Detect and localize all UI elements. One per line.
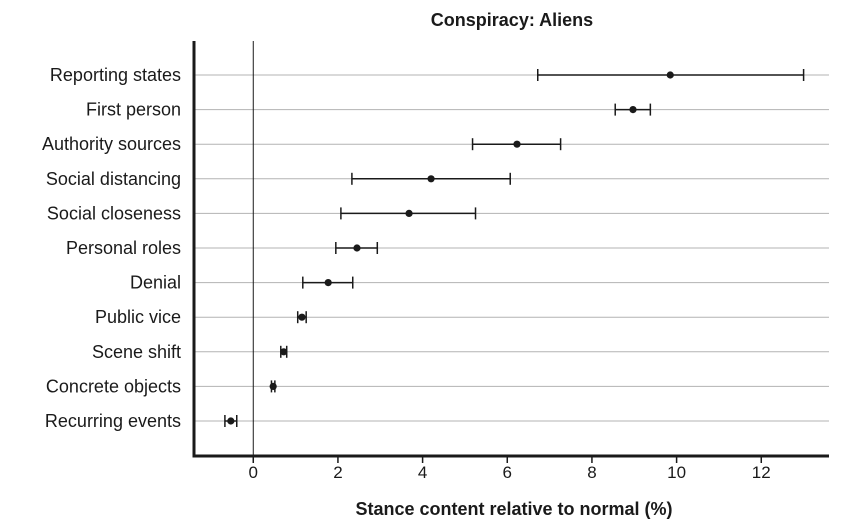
category-label: Personal roles	[66, 238, 181, 258]
x-tick-label: 0	[249, 463, 258, 482]
data-point	[666, 71, 674, 79]
category-label: Authority sources	[42, 134, 181, 154]
x-axis-label: Stance content relative to normal (%)	[355, 499, 672, 519]
data-point	[298, 313, 306, 321]
x-tick-label: 8	[587, 463, 596, 482]
x-tick-label: 4	[418, 463, 427, 482]
grid-layer	[194, 74, 829, 422]
data-marks	[224, 69, 805, 427]
data-point	[280, 348, 288, 356]
category-label: Social distancing	[46, 169, 181, 189]
data-point	[513, 140, 521, 148]
axes	[192, 41, 829, 463]
x-tick-label: 10	[667, 463, 686, 482]
x-tick-labels: 0 2 4 6 8 10 12	[249, 463, 771, 482]
category-label: Social closeness	[47, 203, 181, 223]
category-label: First person	[86, 100, 181, 120]
data-point	[227, 417, 235, 425]
x-tick-label: 6	[503, 463, 512, 482]
category-label: Recurring events	[45, 411, 181, 431]
x-tick-label: 12	[752, 463, 771, 482]
category-labels: Reporting states First person Authority so…	[42, 65, 181, 431]
category-label: Public vice	[95, 307, 181, 327]
data-point	[629, 106, 637, 114]
data-point	[427, 175, 435, 183]
data-point	[324, 279, 332, 287]
data-point	[269, 382, 277, 390]
category-label: Scene shift	[92, 342, 181, 362]
x-tick-label: 2	[333, 463, 342, 482]
category-label: Denial	[130, 273, 181, 293]
category-label: Concrete objects	[46, 376, 181, 396]
chart-title: Conspiracy: Aliens	[431, 10, 593, 30]
data-point	[353, 244, 361, 252]
category-label: Reporting states	[50, 65, 181, 85]
data-point	[405, 209, 413, 217]
